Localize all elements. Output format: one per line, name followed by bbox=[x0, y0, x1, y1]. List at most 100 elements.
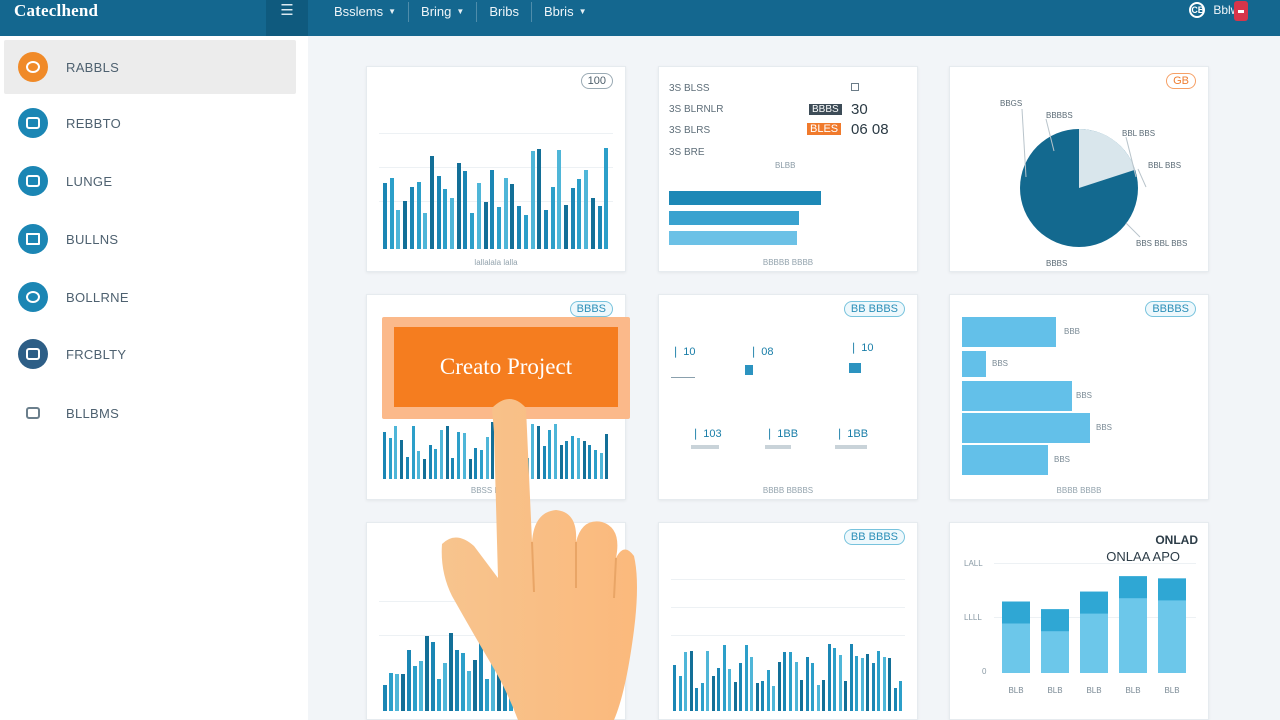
chevron-down-icon: ▼ bbox=[456, 7, 465, 16]
user-icon[interactable]: CB bbox=[1189, 2, 1206, 18]
create-project-button[interactable]: Creato Project bbox=[394, 327, 618, 407]
chart-bar bbox=[485, 679, 489, 711]
chart-bar bbox=[600, 453, 603, 479]
gridline bbox=[379, 133, 613, 134]
stat-marker bbox=[745, 365, 753, 375]
chart-bar bbox=[866, 654, 869, 711]
chart-bar-cap bbox=[1119, 576, 1147, 599]
sidebar-item-settings[interactable]: BLLBMS bbox=[4, 386, 296, 440]
finger-lines bbox=[531, 541, 617, 599]
chart-bar bbox=[434, 449, 437, 479]
metric-label: 3S BLRS bbox=[669, 125, 711, 136]
card-tag: GB bbox=[1166, 73, 1196, 89]
card-footer: BBBB BBBBS bbox=[762, 486, 814, 495]
sidebar-item-projects[interactable]: REBBTO bbox=[4, 96, 296, 150]
chart-bar bbox=[383, 685, 387, 711]
chart-bar bbox=[497, 207, 501, 249]
chart-bar bbox=[504, 178, 508, 249]
stats-card[interactable]: BB BBBS ❘ 10 ❘ 08 ❘ 10 ❘ 103 ❘ 1BB ❘ 1BB… bbox=[658, 294, 918, 500]
chart-card-time[interactable]: BB BBBS bbox=[658, 522, 918, 720]
sidebar-item-dashboard[interactable]: RABBLS bbox=[4, 40, 296, 94]
sidebar-item-tasks[interactable]: LUNGE bbox=[4, 154, 296, 208]
x-tick-label: BLB bbox=[1047, 686, 1062, 695]
chart-bar bbox=[410, 187, 414, 249]
sidebar-item-team[interactable]: BOLLRNE bbox=[4, 270, 296, 324]
chart-card-activity[interactable]: 100 lallalala lalla bbox=[366, 66, 626, 272]
chart-card-overview[interactable]: ONLAD ONLAA APO LALL LLLL 0 BLB BLB BLB BLB… bbox=[949, 522, 1209, 720]
pie-chart-card[interactable]: GB BBGS BBBBS BBL BBS BBL BBS BBS BBL BB… bbox=[949, 66, 1209, 272]
bar-chart: BLB BLB BLB BLB BLB bbox=[1002, 576, 1186, 695]
metric-badge: BLES bbox=[807, 123, 842, 135]
chart-bar bbox=[571, 436, 574, 479]
reports-icon bbox=[18, 224, 48, 254]
gridline bbox=[671, 579, 905, 580]
metric-label: 3S BLSS bbox=[669, 83, 710, 94]
nav-item-1[interactable]: Bsslems ▼ bbox=[322, 2, 410, 22]
bar-chart bbox=[383, 421, 611, 479]
hbar bbox=[962, 381, 1072, 411]
chart-bar bbox=[443, 663, 447, 711]
tasks-icon bbox=[18, 166, 48, 196]
app-brand[interactable]: Cateclhend bbox=[14, 1, 99, 20]
chart-bar bbox=[407, 650, 411, 711]
sidebar-item-reports[interactable]: BULLNS bbox=[4, 212, 296, 266]
chart-bar bbox=[701, 683, 704, 711]
chart-bar bbox=[394, 426, 397, 479]
chart-bar bbox=[557, 150, 561, 249]
chart-bar bbox=[543, 446, 546, 479]
sidebar-item-calendar[interactable]: FRCBLTY bbox=[4, 327, 296, 381]
chart-bar bbox=[474, 448, 477, 479]
chart-bar bbox=[531, 424, 534, 479]
nav-item-2[interactable]: Bring ▼ bbox=[409, 2, 478, 22]
sidebar-item-label: RABBLS bbox=[66, 59, 120, 75]
chart-bar bbox=[419, 661, 423, 711]
chart-bar bbox=[479, 640, 483, 711]
projects-icon bbox=[18, 108, 48, 138]
chart-bar bbox=[690, 651, 693, 711]
chart-bar bbox=[437, 679, 441, 711]
nav-item-3[interactable]: Bribs bbox=[477, 2, 532, 22]
card-tag: BBBS bbox=[569, 301, 613, 317]
leader-line bbox=[1021, 108, 1027, 178]
stat-number: 10 bbox=[861, 342, 874, 354]
chart-bar bbox=[828, 644, 831, 711]
pie-chart bbox=[1020, 108, 1147, 247]
chart-bar bbox=[430, 156, 434, 249]
leader-line bbox=[1045, 118, 1055, 152]
hbar bbox=[962, 445, 1048, 475]
chart-bar bbox=[425, 636, 429, 711]
chart-subtitle: ONLAA APO bbox=[1106, 549, 1180, 564]
chart-bar bbox=[899, 681, 902, 711]
chart-bar bbox=[728, 669, 731, 711]
chart-bar bbox=[463, 433, 466, 479]
chart-title: ONLAD bbox=[1155, 533, 1198, 547]
chart-bar bbox=[756, 683, 759, 711]
pie-label: BBL BBS bbox=[1122, 129, 1156, 138]
chart-bar bbox=[450, 198, 454, 249]
nav-item-label: Bbris bbox=[543, 4, 574, 19]
hbar-chart-card[interactable]: BBBBS BBB BBS BBS BBS BBS BBBB BBBB bbox=[949, 294, 1209, 500]
gridline bbox=[379, 167, 613, 168]
chart-bar bbox=[429, 445, 432, 479]
notification-icon[interactable] bbox=[1234, 1, 1248, 21]
chart-bar bbox=[761, 681, 764, 711]
card-tag: BB BBBS bbox=[843, 529, 905, 545]
chart-bar bbox=[571, 188, 575, 249]
chart-bar bbox=[451, 458, 454, 479]
chart-bar bbox=[401, 674, 405, 711]
x-tick-label: BLB bbox=[1164, 686, 1179, 695]
chart-bar bbox=[778, 662, 781, 711]
nav-item-label: Bring bbox=[421, 4, 452, 19]
chart-bar bbox=[470, 213, 474, 249]
nav-item-4[interactable]: Bbris ▼ bbox=[532, 2, 599, 22]
stat-caption bbox=[835, 445, 867, 449]
pie-label: BBL BBS bbox=[1148, 161, 1182, 170]
sidebar-item-label: FRCBLTY bbox=[66, 346, 127, 362]
card-footer: lallalala lalla bbox=[474, 258, 518, 267]
nav-item-label: Bribs bbox=[489, 4, 519, 19]
chart-bar bbox=[477, 183, 481, 249]
chart-bar bbox=[564, 205, 568, 249]
hamburger-icon[interactable]: ☰ bbox=[266, 0, 308, 36]
metrics-card[interactable]: 3S BLSS 3S BLRNLR 3S BLRS 3S BRE BBBS 30… bbox=[658, 66, 918, 272]
stat-number: 1BB bbox=[847, 428, 869, 440]
